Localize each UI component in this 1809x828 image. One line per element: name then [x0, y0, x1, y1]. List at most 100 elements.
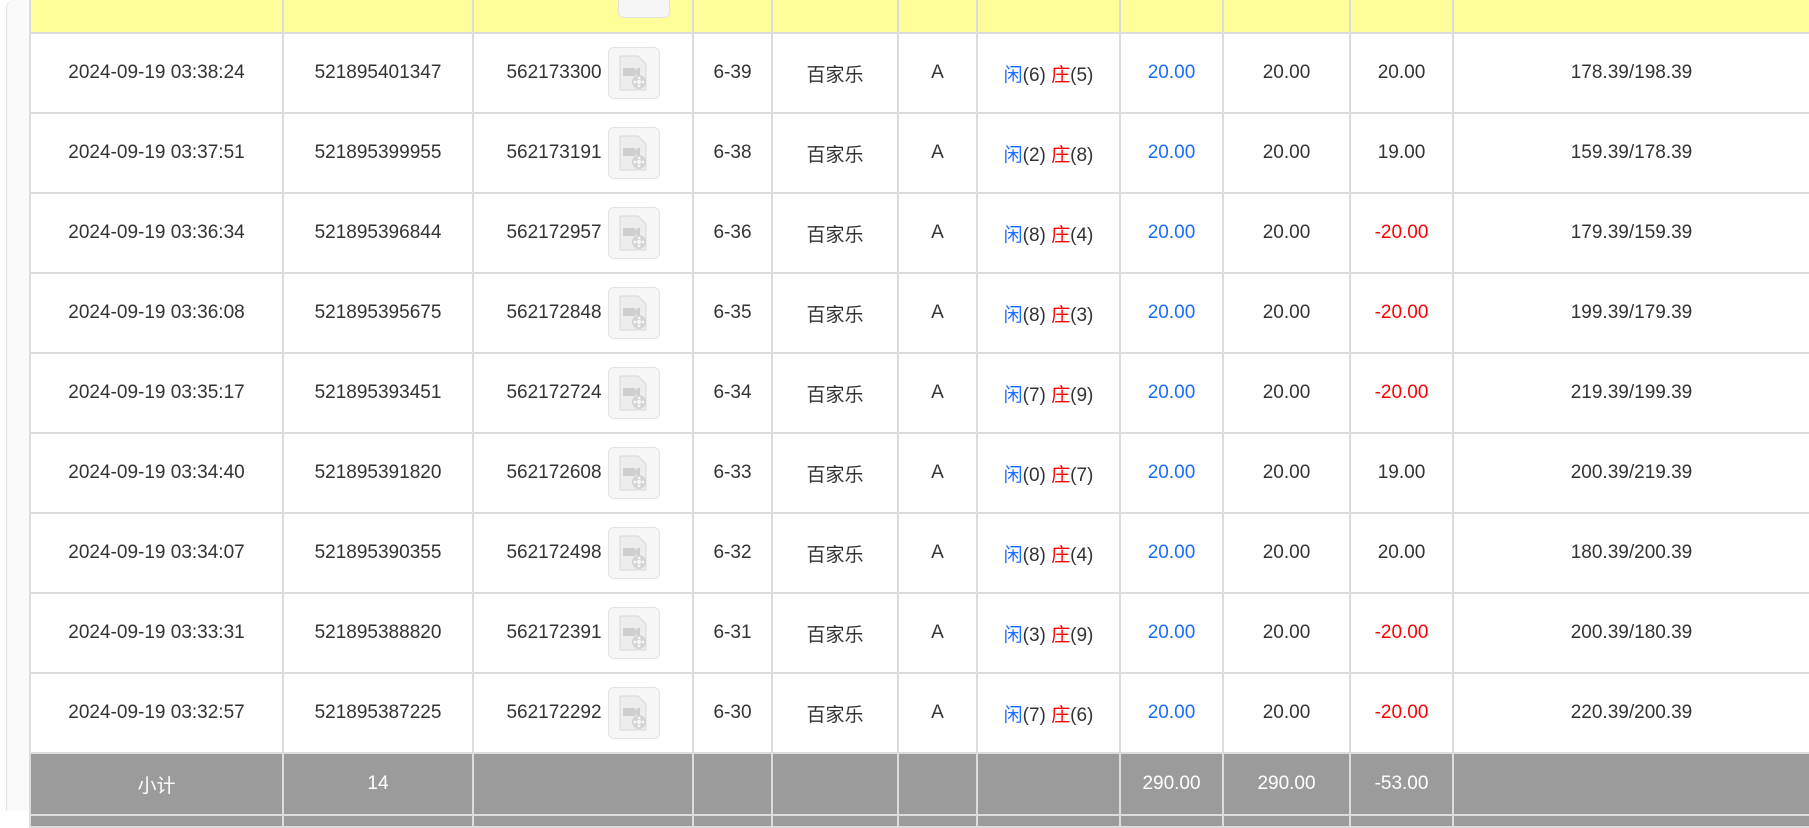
- result: 闲(8) 庄(4): [976, 192, 1121, 274]
- player-score: (7): [1022, 384, 1046, 406]
- game-name: 百家乐: [771, 672, 899, 754]
- video-replay-icon[interactable]: [607, 127, 660, 179]
- bet-id: 521895396844: [282, 192, 474, 274]
- table-name: A: [897, 32, 978, 114]
- player-label: 闲: [1003, 224, 1023, 246]
- video-replay-icon[interactable]: [607, 527, 660, 579]
- subtotal-valid: 290.00: [1222, 752, 1351, 816]
- banker-label: 庄: [1051, 384, 1071, 406]
- game-name: 百家乐: [771, 352, 899, 434]
- player-score: (8): [1022, 224, 1046, 246]
- game-id-cell: 562172724: [472, 352, 694, 434]
- player-score: (0): [1022, 464, 1046, 486]
- bet-id: 521895401347: [282, 32, 474, 114]
- result: 闲(7) 庄(9): [976, 352, 1121, 434]
- bet-id: 521895388820: [282, 592, 474, 674]
- game-id: 562172957: [506, 222, 602, 244]
- bet-id: 521895395675: [282, 272, 474, 354]
- banker-label: 庄: [1051, 464, 1071, 486]
- table-row: 2024-09-19 03:36:08 521895395675 5621728…: [29, 272, 1809, 354]
- valid-bet: 20.00: [1222, 272, 1351, 354]
- panel-frame: [6, 0, 29, 811]
- bet-id: 521895390355: [282, 512, 474, 594]
- video-replay-icon[interactable]: [607, 447, 660, 499]
- player-label: 闲: [1003, 384, 1023, 406]
- valid-bet: 20.00: [1222, 192, 1351, 274]
- balance: 219.39/199.39: [1452, 352, 1809, 434]
- banker-label: 庄: [1051, 704, 1071, 726]
- banker-score: (4): [1070, 224, 1094, 246]
- video-replay-icon[interactable]: [607, 607, 660, 659]
- game-id-cell: 562172957: [472, 192, 694, 274]
- banker-score: (7): [1070, 464, 1094, 486]
- table-header-row: [29, 0, 1809, 34]
- table-row: 2024-09-19 03:38:24 521895401347 5621733…: [29, 32, 1809, 114]
- table-row: 2024-09-19 03:32:57 521895387225 5621722…: [29, 672, 1809, 754]
- banker-score: (3): [1070, 304, 1094, 326]
- round: 6-30: [692, 672, 773, 754]
- video-replay-icon[interactable]: [607, 367, 660, 419]
- bet-records-table: 2024-09-19 03:38:24 521895401347 5621733…: [29, 0, 1809, 828]
- bet-id: 521895393451: [282, 352, 474, 434]
- subtotal-bet: 290.00: [1119, 752, 1224, 816]
- game-id: 562173300: [506, 62, 602, 84]
- game-name: 百家乐: [771, 272, 899, 354]
- table-row: 2024-09-19 03:34:40 521895391820 5621726…: [29, 432, 1809, 514]
- balance: 220.39/200.39: [1452, 672, 1809, 754]
- banker-score: (9): [1070, 384, 1094, 406]
- bet-id: 521895399955: [282, 112, 474, 194]
- valid-bet: 20.00: [1222, 672, 1351, 754]
- bet-time: 2024-09-19 03:36:34: [29, 192, 284, 274]
- win-loss: -20.00: [1349, 592, 1454, 674]
- valid-bet: 20.00: [1222, 512, 1351, 594]
- round: 6-34: [692, 352, 773, 434]
- table-name: A: [897, 592, 978, 674]
- subtotal-row: 小计 14 290.00 290.00 -53.00: [29, 752, 1809, 816]
- banker-score: (4): [1070, 544, 1094, 566]
- game-id: 562173191: [506, 142, 602, 164]
- valid-bet: 20.00: [1222, 112, 1351, 194]
- balance: 179.39/159.39: [1452, 192, 1809, 274]
- valid-bet: 20.00: [1222, 352, 1351, 434]
- round: 6-33: [692, 432, 773, 514]
- player-score: (7): [1022, 704, 1046, 726]
- player-label: 闲: [1003, 624, 1023, 646]
- result: 闲(2) 庄(8): [976, 112, 1121, 194]
- result: 闲(8) 庄(4): [976, 512, 1121, 594]
- round: 6-38: [692, 112, 773, 194]
- table-name: A: [897, 352, 978, 434]
- bet-time: 2024-09-19 03:38:24: [29, 32, 284, 114]
- banker-label: 庄: [1051, 544, 1071, 566]
- round: 6-36: [692, 192, 773, 274]
- banker-label: 庄: [1051, 64, 1071, 86]
- bet-amount: 20.00: [1119, 192, 1224, 274]
- game-id: 562172498: [506, 542, 602, 564]
- video-replay-icon[interactable]: [607, 287, 660, 339]
- game-id: 562172608: [506, 462, 602, 484]
- table-row: 2024-09-19 03:34:07 521895390355 5621724…: [29, 512, 1809, 594]
- banker-label: 庄: [1051, 144, 1071, 166]
- game-name: 百家乐: [771, 432, 899, 514]
- table-name: A: [897, 192, 978, 274]
- win-loss: 19.00: [1349, 112, 1454, 194]
- bet-amount: 20.00: [1119, 272, 1224, 354]
- player-score: (6): [1022, 64, 1046, 86]
- video-replay-icon[interactable]: [607, 47, 660, 99]
- bet-id: 521895387225: [282, 672, 474, 754]
- bet-amount: 20.00: [1119, 352, 1224, 434]
- table-row: 2024-09-19 03:35:17 521895393451 5621727…: [29, 352, 1809, 434]
- bet-time: 2024-09-19 03:33:31: [29, 592, 284, 674]
- video-replay-icon[interactable]: [607, 207, 660, 259]
- player-label: 闲: [1003, 304, 1023, 326]
- video-replay-icon[interactable]: [618, 0, 670, 18]
- game-id-cell: 562172608: [472, 432, 694, 514]
- result: 闲(0) 庄(7): [976, 432, 1121, 514]
- result: 闲(6) 庄(5): [976, 32, 1121, 114]
- game-name: 百家乐: [771, 512, 899, 594]
- table-name: A: [897, 112, 978, 194]
- game-id: 562172391: [506, 622, 602, 644]
- table-row: 2024-09-19 03:36:34 521895396844 5621729…: [29, 192, 1809, 274]
- game-id-cell: 562172391: [472, 592, 694, 674]
- bet-time: 2024-09-19 03:35:17: [29, 352, 284, 434]
- video-replay-icon[interactable]: [607, 687, 660, 739]
